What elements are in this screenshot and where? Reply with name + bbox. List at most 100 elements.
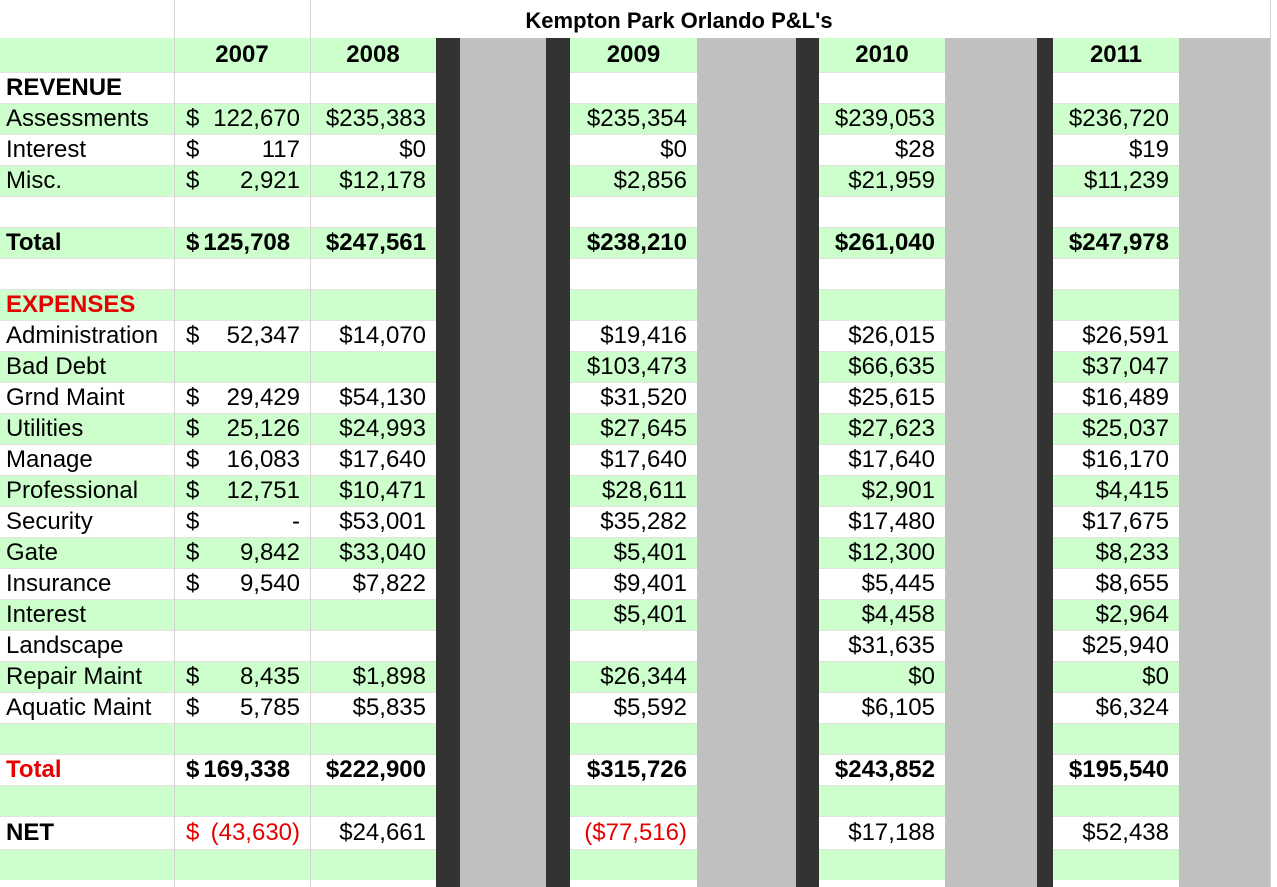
- header-band: [0, 38, 1270, 72]
- value-2008: $5,835: [352, 693, 426, 721]
- value-2009: $26,344: [600, 662, 687, 690]
- value-2009: ($77,516): [584, 818, 687, 846]
- value-2010: $2,901: [861, 476, 935, 504]
- column-divider: [1037, 38, 1053, 887]
- value-2009: $0: [660, 135, 687, 163]
- row-line: [0, 320, 1270, 321]
- currency-symbol: $: [186, 104, 200, 132]
- trend-column-bg: [460, 38, 546, 887]
- currency-symbol: $: [186, 569, 200, 597]
- amount: 12,751: [226, 476, 300, 504]
- trend-column-bg: [697, 38, 796, 887]
- value-2008: $17,640: [339, 445, 426, 473]
- year-2011: 2011: [1089, 41, 1143, 68]
- row-band: [0, 723, 1270, 754]
- value-2011: $16,170: [1082, 445, 1169, 473]
- value-2010: $17,640: [848, 445, 935, 473]
- value-2008: $12,178: [339, 166, 426, 194]
- row-label: Total: [6, 755, 62, 783]
- row-band: [0, 351, 1270, 382]
- row-line: [0, 134, 1270, 135]
- value-2007: $5,785: [174, 692, 310, 723]
- row-line: [0, 506, 1270, 507]
- column-divider: [546, 38, 570, 887]
- value-2008: $247,561: [325, 228, 426, 256]
- value-2008: $24,661: [339, 818, 426, 846]
- value-2011: $17,675: [1082, 507, 1169, 535]
- value-2008: $0: [399, 135, 426, 163]
- value-2009: $5,401: [613, 600, 687, 628]
- value-2011: $11,239: [1084, 166, 1169, 194]
- value-2010: $17,188: [848, 818, 935, 846]
- value-2010: $0: [908, 662, 935, 690]
- row-line: [0, 849, 1270, 850]
- value-2011: $52,438: [1082, 818, 1169, 846]
- row-label: Interest: [6, 600, 87, 628]
- row-band: [0, 165, 1270, 196]
- value-2008: $24,993: [339, 414, 426, 442]
- row-line: [0, 289, 1270, 290]
- value-2010: $239,053: [834, 104, 935, 132]
- currency-symbol: $: [186, 321, 200, 349]
- value-2009: $35,282: [600, 507, 687, 535]
- value-2007: $125,708: [174, 227, 310, 258]
- trend-column-bg: [1179, 38, 1270, 887]
- row-line: [0, 444, 1270, 445]
- value-2007: $16,083: [174, 444, 310, 475]
- year-2009: 2009: [606, 41, 661, 68]
- value-2008: $235,383: [325, 104, 426, 132]
- value-2009: $103,473: [586, 352, 687, 380]
- amount: 5,785: [239, 693, 300, 721]
- amount: 9,540: [239, 569, 300, 597]
- value-2009: $5,401: [613, 538, 687, 566]
- value-2010: $26,015: [848, 321, 935, 349]
- value-2010: $12,300: [848, 538, 935, 566]
- currency-symbol: $: [186, 383, 200, 411]
- value-2011: $6,324: [1095, 693, 1169, 721]
- value-2011: $236,720: [1068, 104, 1169, 132]
- amount: 125,708: [203, 228, 291, 256]
- value-2010: $261,040: [834, 228, 935, 256]
- row-line: [0, 165, 1270, 166]
- currency-symbol: $: [186, 507, 200, 535]
- value-2010: $4,458: [861, 600, 935, 628]
- value-2007: $ -: [174, 506, 310, 537]
- value-2007: $2,921: [174, 165, 310, 196]
- row-label: Administration: [6, 321, 159, 349]
- value-2011: $25,940: [1082, 631, 1169, 659]
- row-band: [0, 289, 1270, 320]
- amount: 2,921: [239, 166, 300, 194]
- year-2007: 2007: [215, 41, 269, 68]
- value-2010: $28: [894, 135, 935, 163]
- row-line: [0, 816, 1270, 817]
- value-2009: $9,401: [613, 569, 687, 597]
- row-band: [0, 475, 1270, 506]
- value-2011: $247,978: [1068, 228, 1169, 256]
- currency-symbol: $: [186, 755, 200, 783]
- value-2007: $9,540: [174, 568, 310, 599]
- currency-symbol: $: [186, 693, 200, 721]
- value-2008: $53,001: [339, 507, 426, 535]
- row-band: [0, 227, 1270, 258]
- row-line: [0, 630, 1270, 631]
- value-2010: $31,635: [848, 631, 935, 659]
- row-line: [0, 599, 1270, 600]
- amount: 122,670: [213, 104, 300, 132]
- row-line: [0, 72, 1270, 73]
- value-2011: $8,233: [1095, 538, 1169, 566]
- row-label: Bad Debt: [6, 352, 107, 380]
- grid-line: [1270, 0, 1271, 887]
- value-2010: $6,105: [861, 693, 935, 721]
- row-band: [0, 661, 1270, 692]
- amount: 9,842: [239, 538, 300, 566]
- value-2007: $25,126: [174, 413, 310, 444]
- value-2008: $33,040: [339, 538, 426, 566]
- year-2010: 2010: [855, 41, 909, 68]
- value-2007: $9,842: [174, 537, 310, 568]
- value-2009: $2,856: [613, 166, 687, 194]
- row-line: [0, 196, 1270, 197]
- value-2009: $28,611: [602, 476, 687, 504]
- row-line: [0, 568, 1270, 569]
- amount: -: [292, 507, 300, 535]
